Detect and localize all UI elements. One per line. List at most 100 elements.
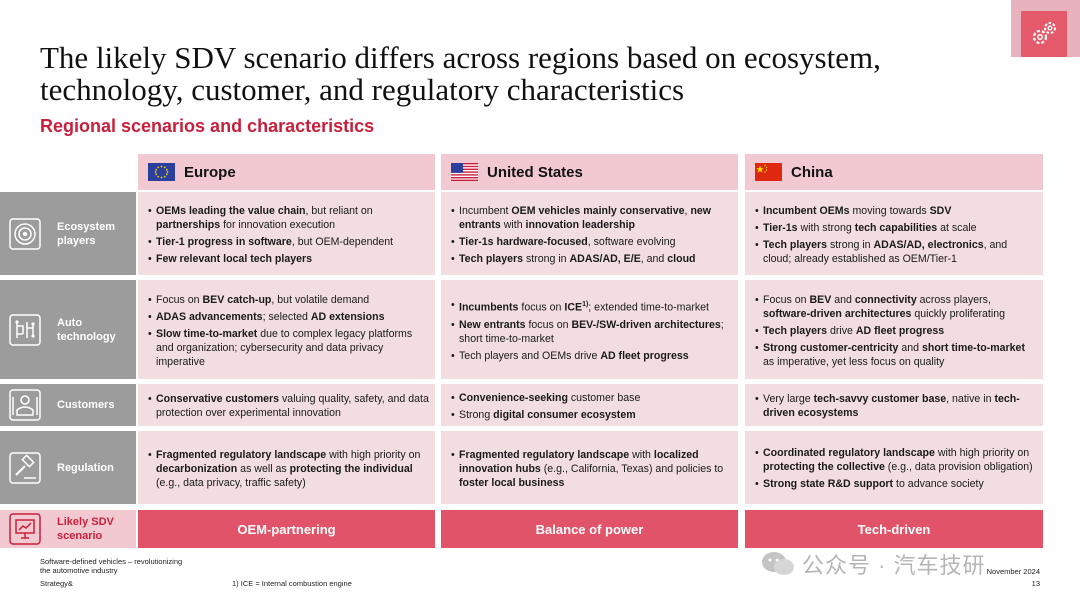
text-run: ; extended time-to-market [588, 301, 709, 314]
bold-text: ADAS/AD, E/E [569, 252, 641, 265]
cell-regulation-china: Coordinated regulatory landscape with hi… [745, 431, 1043, 504]
text-run: focus on [518, 301, 565, 314]
page-title: The likely SDV scenario differs across r… [40, 40, 881, 107]
scenario-europe: OEM-partnering [138, 510, 435, 548]
bold-text: BEV-/SW-driven architectures [571, 318, 721, 331]
bold-text: ICE [564, 301, 583, 314]
bullet-item: Very large tech-savvy customer base, nat… [755, 392, 1037, 420]
bold-text: Slow time-to-market [156, 327, 258, 340]
bold-text: Conservative customers [156, 393, 280, 405]
cell-regulation-europe: Fragmented regulatory landscape with hig… [138, 431, 435, 504]
row-label-text: Customers [57, 399, 115, 411]
bold-text: OEM vehicles mainly conservative [511, 204, 685, 217]
text-run: with strong [797, 221, 855, 234]
bullet-item: Incumbent OEM vehicles mainly conservati… [451, 204, 732, 232]
cell-customers-us: Convenience-seeking customer base Strong … [441, 384, 738, 426]
chat-bubble-icon [762, 552, 794, 575]
bold-text: decarbonization [156, 462, 238, 475]
cell-ecosystem-china: Incumbent OEMs moving towards SDV Tier-1s… [745, 192, 1043, 275]
column-header-us: United States [441, 154, 738, 190]
text-run: , but reliant on [305, 204, 373, 217]
cell-ecosystem-us: Incumbent OEM vehicles mainly conservati… [441, 192, 738, 275]
bold-text: protecting the individual [289, 462, 413, 475]
page-number: 13 [1031, 579, 1040, 588]
footer-date: November 2024 [986, 567, 1040, 576]
cell-regulation-us: Fragmented regulatory landscape with loc… [441, 431, 738, 504]
bold-text: Few relevant local tech players [156, 252, 313, 265]
eu-flag-icon [148, 163, 175, 181]
bold-text: tech capabilities [854, 221, 938, 234]
text-run: strong in [523, 252, 570, 265]
text-run: , and cloud; already established as OEM/… [763, 238, 1008, 265]
text-run: across players, [916, 293, 991, 306]
bullet-item: Conservative customers valuing quality, … [148, 392, 429, 420]
bold-text: SDV [929, 204, 952, 217]
circuit-icon [9, 313, 41, 346]
bullet-item: Incumbents focus on ICE1); extended time… [451, 298, 732, 315]
row-label-auto-technology: Auto technology [0, 280, 136, 379]
text-run: ; selected [262, 310, 311, 323]
bullet-item: Tier-1 progress in software, but OEM-dep… [148, 235, 429, 249]
text-run: for innovation execution [220, 218, 336, 231]
row-label-scenario: Likely SDV scenario [0, 510, 136, 548]
text-run: Focus on [156, 293, 203, 306]
bold-text: new entrants [459, 204, 712, 231]
text-run: valuing quality, safety, and data protec… [156, 393, 429, 419]
text-run: with high priority on [326, 448, 421, 461]
text-run: at scale [937, 221, 977, 234]
text-run: and [898, 341, 922, 354]
bullet-item: Slow time-to-market due to complex legac… [148, 327, 429, 369]
bold-text: Fragmented regulatory landscape [459, 448, 630, 461]
text-run: (e.g., data provision obligation) [884, 461, 1033, 473]
row-label-customers: Customers [0, 384, 136, 426]
customer-icon [9, 389, 41, 421]
bullet-item: Strong customer-centricity and short tim… [755, 341, 1037, 369]
cell-customers-china: Very large tech-savvy customer base, nat… [745, 384, 1043, 426]
text-run: focus on [525, 318, 572, 331]
text-run: with [500, 218, 526, 231]
text-run: , [684, 204, 691, 217]
gavel-icon [9, 451, 41, 484]
bullet-item: Incumbent OEMs moving towards SDV [755, 204, 1037, 218]
bold-text: BEV [809, 293, 832, 306]
row-label-text: Likely SDV scenario [57, 516, 114, 542]
text-run: with high priority on [934, 447, 1030, 459]
bold-text: Tech players [459, 252, 523, 265]
bullet-item: Focus on BEV and connectivity across pla… [755, 293, 1037, 321]
us-flag-icon [451, 163, 478, 181]
bold-text: New entrants [459, 318, 526, 331]
bullet-item: Few relevant local tech players [148, 252, 429, 266]
column-header-china: China [745, 154, 1043, 190]
bullet-item: New entrants focus on BEV-/SW-driven arc… [451, 318, 732, 346]
bullet-item: ADAS advancements; selected AD extension… [148, 310, 429, 324]
scenario-china: Tech-driven [745, 510, 1043, 548]
footer-brand: Strategy& [40, 579, 73, 588]
column-header-europe: Europe [138, 154, 435, 190]
bold-text: foster local business [459, 476, 565, 489]
bold-text: localized innovation hubs [459, 448, 699, 475]
bullet-item: Tech players drive AD fleet progress [755, 324, 1037, 338]
text-run: , native in [946, 393, 995, 405]
cell-ecosystem-europe: OEMs leading the value chain, but relian… [138, 192, 435, 275]
bullet-item: Coordinated regulatory landscape with hi… [755, 446, 1037, 474]
footer-line-2: the automotive industry [40, 566, 118, 575]
bullet-item: Tier-1s with strong tech capabilities at… [755, 221, 1037, 235]
bullet-item: OEMs leading the value chain, but relian… [148, 204, 429, 232]
bold-text: Tier-1s hardware-focused [459, 235, 588, 248]
china-flag-icon [755, 163, 782, 181]
row-label-regulation: Regulation [0, 431, 136, 504]
bullet-item: Fragmented regulatory landscape with loc… [451, 448, 732, 490]
bold-text: AD fleet progress [855, 324, 945, 337]
text-run: ; short time-to-market [459, 318, 724, 345]
bold-text: software-driven architectures [763, 307, 912, 320]
scenario-us: Balance of power [441, 510, 738, 548]
bullet-item: Tech players strong in ADAS/AD, electron… [755, 238, 1037, 266]
text-run: , but OEM-dependent [291, 235, 394, 248]
presentation-icon [9, 513, 41, 545]
footer-line-1: Software-defined vehicles – revolutioniz… [40, 557, 183, 566]
text-run: Strong [459, 408, 494, 421]
bold-text: connectivity [854, 293, 917, 306]
bold-text: digital consumer ecosystem [493, 408, 636, 421]
bold-text: short time-to-market [921, 341, 1025, 354]
gears-icon [1021, 11, 1067, 57]
